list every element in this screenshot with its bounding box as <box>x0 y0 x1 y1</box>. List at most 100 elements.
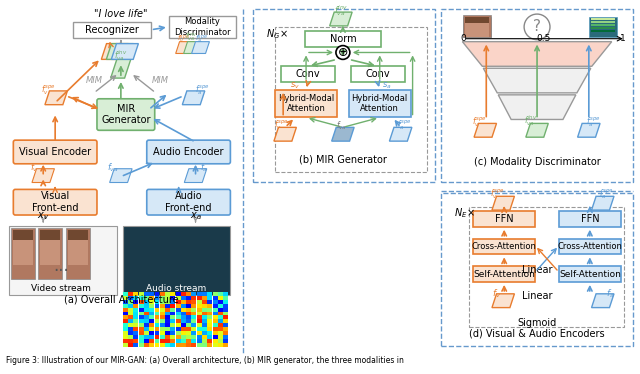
Bar <box>212 331 218 335</box>
Bar <box>144 327 149 331</box>
Bar <box>165 296 170 300</box>
Text: $f_a$: $f_a$ <box>607 288 615 300</box>
Bar <box>154 296 159 300</box>
Text: Audio
Front-end: Audio Front-end <box>165 191 212 213</box>
Bar <box>181 312 186 316</box>
Bar <box>591 27 614 29</box>
Bar <box>123 339 128 343</box>
Bar <box>212 339 218 343</box>
Bar <box>165 304 170 307</box>
Bar <box>165 292 170 296</box>
Bar <box>207 331 212 335</box>
Bar <box>474 266 535 282</box>
Text: Cross-Attention: Cross-Attention <box>557 242 622 251</box>
Bar <box>223 335 228 339</box>
Bar <box>123 319 128 324</box>
Bar <box>186 304 191 307</box>
Polygon shape <box>330 12 352 26</box>
Bar <box>196 335 202 339</box>
Bar <box>202 307 207 312</box>
Bar <box>165 324 170 327</box>
Bar <box>133 327 138 331</box>
Bar <box>123 327 128 331</box>
Bar <box>223 343 228 347</box>
Text: $x_v$: $x_v$ <box>37 210 49 222</box>
Bar <box>191 335 196 339</box>
Bar <box>154 304 159 307</box>
Bar <box>154 327 159 331</box>
Text: Cross-Attention: Cross-Attention <box>472 242 536 251</box>
Bar <box>139 339 143 343</box>
Polygon shape <box>274 127 296 141</box>
Bar <box>149 300 154 304</box>
Bar <box>144 307 149 312</box>
Text: Conv: Conv <box>296 69 321 79</box>
Bar <box>207 300 212 304</box>
Bar <box>223 292 228 296</box>
Text: Video stream: Video stream <box>31 284 91 293</box>
Bar <box>13 230 33 265</box>
Bar <box>212 316 218 319</box>
Text: Linear: Linear <box>522 265 552 275</box>
Bar <box>128 292 133 296</box>
Text: 0: 0 <box>461 34 467 43</box>
Bar <box>170 316 175 319</box>
Bar <box>186 339 191 343</box>
Bar <box>123 343 128 347</box>
Bar <box>144 300 149 304</box>
Bar <box>144 292 149 296</box>
Bar <box>223 307 228 312</box>
Bar <box>170 319 175 324</box>
Bar <box>212 324 218 327</box>
Polygon shape <box>462 42 612 66</box>
Bar <box>73 22 151 38</box>
Bar <box>207 335 212 339</box>
Bar <box>133 319 138 324</box>
FancyBboxPatch shape <box>147 140 230 164</box>
Bar <box>559 239 621 254</box>
Bar <box>207 327 212 331</box>
Bar <box>281 66 335 82</box>
Polygon shape <box>184 169 207 183</box>
Text: FFN: FFN <box>580 214 599 224</box>
Bar <box>202 316 207 319</box>
Bar <box>149 324 154 327</box>
Bar <box>196 307 202 312</box>
Bar <box>218 300 223 304</box>
Bar <box>218 296 223 300</box>
Bar <box>202 327 207 331</box>
Bar <box>160 316 164 319</box>
Text: $f_a$: $f_a$ <box>200 162 209 174</box>
Polygon shape <box>45 91 67 105</box>
Bar <box>181 327 186 331</box>
Bar <box>149 331 154 335</box>
Bar <box>170 312 175 316</box>
Bar <box>175 331 180 335</box>
Bar <box>170 331 175 335</box>
Bar <box>474 239 535 254</box>
Bar <box>218 319 223 324</box>
Bar <box>218 335 223 339</box>
Bar <box>170 307 175 312</box>
Bar <box>223 324 228 327</box>
Bar <box>218 316 223 319</box>
Bar <box>207 296 212 300</box>
Bar <box>139 335 143 339</box>
Bar <box>165 307 170 312</box>
Text: $s_v$: $s_v$ <box>290 81 300 91</box>
Bar <box>186 343 191 347</box>
Bar <box>175 335 180 339</box>
Bar <box>191 304 196 307</box>
Text: $f_v^{spe}$: $f_v^{spe}$ <box>41 83 56 96</box>
Bar <box>351 66 404 82</box>
Bar <box>123 324 128 327</box>
Bar <box>223 316 228 319</box>
Bar <box>212 335 218 339</box>
Bar <box>165 316 170 319</box>
Polygon shape <box>483 68 591 93</box>
Bar <box>591 21 614 23</box>
Bar <box>128 312 133 316</box>
Bar <box>196 327 202 331</box>
Bar <box>133 324 138 327</box>
Bar <box>170 292 175 296</box>
